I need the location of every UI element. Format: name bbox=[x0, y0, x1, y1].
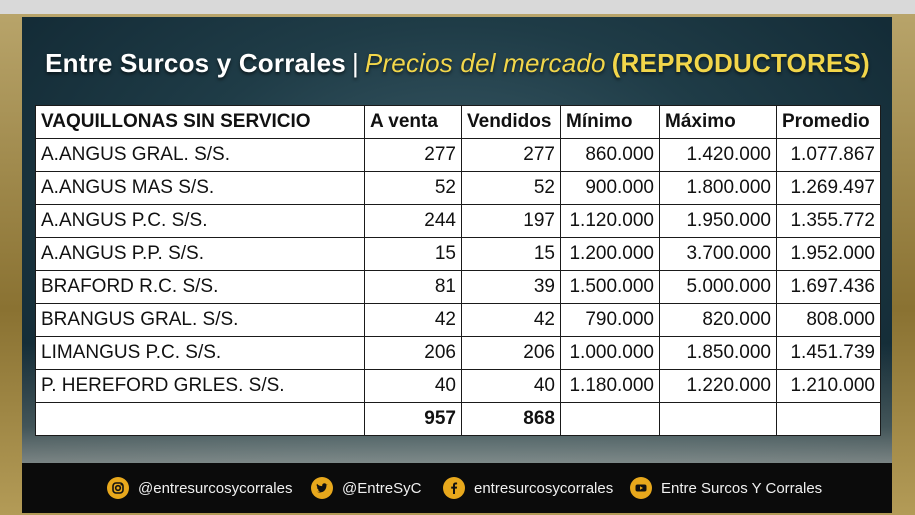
row-vendidos: 42 bbox=[461, 303, 561, 337]
totals-row: 957 868 bbox=[35, 402, 881, 436]
row-maximo: 1.950.000 bbox=[659, 204, 777, 238]
row-promedio: 1.269.497 bbox=[776, 171, 881, 205]
row-name: P. HEREFORD GRLES. S/S. bbox=[35, 369, 365, 403]
row-maximo: 820.000 bbox=[659, 303, 777, 337]
social-footer: @entresurcosycorrales @EntreSyC entresur… bbox=[22, 463, 892, 513]
row-a-venta: 81 bbox=[364, 270, 462, 304]
row-minimo: 1.120.000 bbox=[560, 204, 660, 238]
twitter-handle: @EntreSyC bbox=[342, 479, 422, 497]
total-a-venta: 957 bbox=[364, 402, 462, 436]
row-a-venta: 15 bbox=[364, 237, 462, 271]
totals-empty-cell bbox=[776, 402, 881, 436]
row-promedio: 1.451.739 bbox=[776, 336, 881, 370]
total-vendidos: 868 bbox=[461, 402, 561, 436]
header-promedio: Promedio bbox=[776, 105, 881, 139]
row-maximo: 3.700.000 bbox=[659, 237, 777, 271]
row-vendidos: 52 bbox=[461, 171, 561, 205]
table-row: P. HEREFORD GRLES. S/S. 40 40 1.180.000 … bbox=[35, 369, 881, 403]
row-name: A.ANGUS GRAL. S/S. bbox=[35, 138, 365, 172]
row-a-venta: 206 bbox=[364, 336, 462, 370]
row-a-venta: 42 bbox=[364, 303, 462, 337]
row-promedio: 808.000 bbox=[776, 303, 881, 337]
facebook-handle: entresurcosycorrales bbox=[474, 479, 614, 497]
row-promedio: 1.355.772 bbox=[776, 204, 881, 238]
row-vendidos: 40 bbox=[461, 369, 561, 403]
row-maximo: 1.420.000 bbox=[659, 138, 777, 172]
row-minimo: 790.000 bbox=[560, 303, 660, 337]
header-maximo: Máximo bbox=[659, 105, 777, 139]
row-name: A.ANGUS P.P. S/S. bbox=[35, 237, 365, 271]
row-name: LIMANGUS P.C. S/S. bbox=[35, 336, 365, 370]
row-name: BRANGUS GRAL. S/S. bbox=[35, 303, 365, 337]
table-row: BRAFORD R.C. S/S. 81 39 1.500.000 5.000.… bbox=[35, 270, 881, 304]
brand-title: Entre Surcos y Corrales bbox=[45, 48, 346, 78]
table-row: A.ANGUS GRAL. S/S. 277 277 860.000 1.420… bbox=[35, 138, 881, 172]
page-title: Entre Surcos y Corrales | Precios del merc… bbox=[0, 48, 915, 79]
row-minimo: 1.000.000 bbox=[560, 336, 660, 370]
header-minimo: Mínimo bbox=[560, 105, 660, 139]
row-name: A.ANGUS P.C. S/S. bbox=[35, 204, 365, 238]
facebook-link[interactable]: entresurcosycorrales bbox=[443, 463, 613, 513]
row-vendidos: 197 bbox=[461, 204, 561, 238]
row-name: BRAFORD R.C. S/S. bbox=[35, 270, 365, 304]
table-row: LIMANGUS P.C. S/S. 206 206 1.000.000 1.8… bbox=[35, 336, 881, 370]
table-row: BRANGUS GRAL. S/S. 42 42 790.000 820.000… bbox=[35, 303, 881, 337]
totals-empty-cell bbox=[659, 402, 777, 436]
row-minimo: 1.200.000 bbox=[560, 237, 660, 271]
title-category: (REPRODUCTORES) bbox=[611, 48, 870, 78]
row-promedio: 1.952.000 bbox=[776, 237, 881, 271]
row-minimo: 900.000 bbox=[560, 171, 660, 205]
row-maximo: 1.850.000 bbox=[659, 336, 777, 370]
table-row: A.ANGUS P.C. S/S. 244 197 1.120.000 1.95… bbox=[35, 204, 881, 238]
row-promedio: 1.077.867 bbox=[776, 138, 881, 172]
instagram-handle: @entresurcosycorrales bbox=[138, 479, 293, 497]
row-minimo: 1.180.000 bbox=[560, 369, 660, 403]
row-promedio: 1.210.000 bbox=[776, 369, 881, 403]
row-name: A.ANGUS MAS S/S. bbox=[35, 171, 365, 205]
row-promedio: 1.697.436 bbox=[776, 270, 881, 304]
instagram-icon bbox=[107, 477, 129, 499]
row-minimo: 860.000 bbox=[560, 138, 660, 172]
row-a-venta: 40 bbox=[364, 369, 462, 403]
header-a-venta: A venta bbox=[364, 105, 462, 139]
header-vendidos: Vendidos bbox=[461, 105, 561, 139]
header-category: VAQUILLONAS SIN SERVICIO bbox=[35, 105, 365, 139]
row-a-venta: 244 bbox=[364, 204, 462, 238]
row-a-venta: 52 bbox=[364, 171, 462, 205]
youtube-link[interactable]: Entre Surcos Y Corrales bbox=[630, 463, 822, 513]
row-maximo: 1.220.000 bbox=[659, 369, 777, 403]
table-row: A.ANGUS P.P. S/S. 15 15 1.200.000 3.700.… bbox=[35, 237, 881, 271]
row-vendidos: 206 bbox=[461, 336, 561, 370]
twitter-link[interactable]: @EntreSyC bbox=[311, 463, 421, 513]
row-maximo: 5.000.000 bbox=[659, 270, 777, 304]
row-maximo: 1.800.000 bbox=[659, 171, 777, 205]
price-table: VAQUILLONAS SIN SERVICIO A venta Vendido… bbox=[35, 105, 881, 436]
instagram-link[interactable]: @entresurcosycorrales bbox=[107, 463, 292, 513]
table-header-row: VAQUILLONAS SIN SERVICIO A venta Vendido… bbox=[35, 105, 881, 139]
facebook-icon bbox=[443, 477, 465, 499]
table-row: A.ANGUS MAS S/S. 52 52 900.000 1.800.000… bbox=[35, 171, 881, 205]
row-vendidos: 39 bbox=[461, 270, 561, 304]
totals-empty-cell bbox=[560, 402, 660, 436]
row-vendidos: 277 bbox=[461, 138, 561, 172]
row-minimo: 1.500.000 bbox=[560, 270, 660, 304]
youtube-icon bbox=[630, 477, 652, 499]
title-separator: | bbox=[351, 48, 359, 78]
row-vendidos: 15 bbox=[461, 237, 561, 271]
youtube-channel: Entre Surcos Y Corrales bbox=[661, 479, 823, 497]
totals-empty-cell bbox=[35, 402, 365, 436]
twitter-icon bbox=[311, 477, 333, 499]
title-subtitle: Precios del mercado bbox=[364, 48, 606, 78]
row-a-venta: 277 bbox=[364, 138, 462, 172]
